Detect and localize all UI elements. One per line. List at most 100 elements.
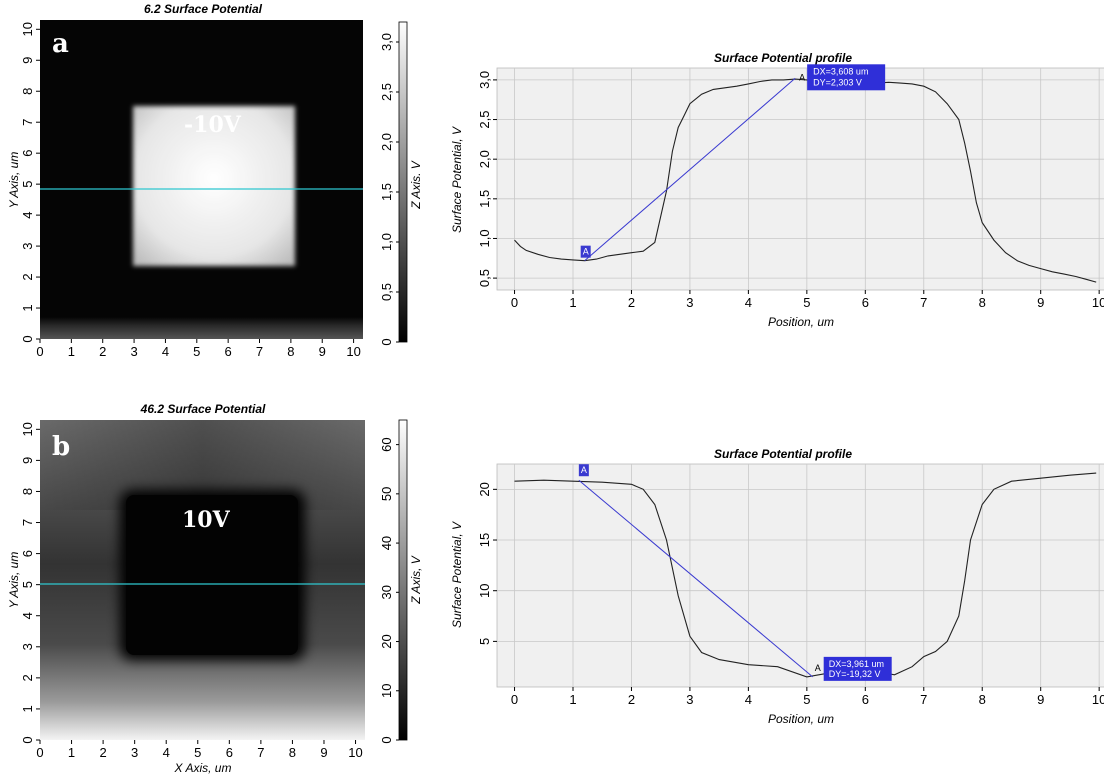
map-x-tick-label: 8	[289, 745, 296, 760]
profile-a-cursor-line	[584, 77, 796, 262]
map-x-tick-label: 4	[162, 344, 169, 359]
map-a-bottom-band	[40, 317, 363, 339]
map-y-tick-label: 6	[20, 550, 35, 557]
x-tick-label: 2	[628, 295, 635, 310]
profile-b-marker-end: A	[815, 663, 821, 673]
map-y-tick-label: 10	[20, 422, 35, 436]
y-tick-label: 20	[477, 482, 492, 496]
profile-a-ylabel: Surface Potential, V	[450, 126, 464, 233]
profile-a-grid	[497, 68, 1104, 290]
profile-b-readout: A DX=3,961 um DY=-19,32 V	[815, 656, 892, 681]
map-b-y-ticks: 0 1 2 3 4 5 6 7 8 9 10	[20, 422, 40, 744]
profile-a-plot-area	[496, 67, 1104, 291]
map-a-ylabel: Y Axis, um	[7, 152, 21, 209]
map-x-tick-label: 8	[287, 344, 294, 359]
map-a-label: -10V	[184, 112, 242, 138]
map-y-tick-label: 9	[20, 457, 35, 464]
map-y-tick-label: 5	[20, 581, 35, 588]
profile-b-y-ticks: 5 10 15 20	[477, 482, 497, 645]
profile-a-panel: Surface Potential profile 0 1 2 3 4 5 6 7 8 9 10 0…	[450, 51, 1104, 329]
colorbar-tick-label: 0	[379, 736, 394, 743]
x-tick-label: 4	[745, 295, 752, 310]
x-tick-label: 10	[1092, 295, 1104, 310]
profile-b-panel: Surface Potential profile 0 1 2 3 4 5 6 7 8 9 10 5…	[450, 447, 1104, 726]
x-tick-label: 3	[686, 692, 693, 707]
map-x-tick-label: 7	[257, 745, 264, 760]
map-x-tick-label: 0	[36, 745, 43, 760]
x-tick-label: 0	[511, 295, 518, 310]
map-x-tick-label: 7	[256, 344, 263, 359]
y-tick-label: 1,0	[477, 229, 492, 247]
map-x-tick-label: 10	[348, 745, 362, 760]
map-x-tick-label: 1	[68, 745, 75, 760]
profile-a-title: Surface Potential profile	[714, 51, 852, 65]
map-x-tick-label: 9	[319, 344, 326, 359]
map-y-tick-label: 1	[20, 304, 35, 311]
y-tick-label: 3,0	[477, 71, 492, 89]
map-y-tick-label: 10	[20, 22, 35, 36]
profile-b-marker-start: A	[578, 464, 589, 477]
x-tick-label: 8	[979, 295, 986, 310]
colorbar-tick-label: 2,0	[379, 133, 394, 151]
map-a-x-ticks: 0 1 2 3 4 5 6 7 8 9 10	[36, 339, 361, 359]
profile-b-cursor-line	[578, 479, 814, 678]
map-b-panel: 46.2 Surface Potential b 10V 0 1 2 3 4 5 6 7 8 9 1…	[7, 402, 423, 775]
colorbar-tick-label: 10	[379, 684, 394, 698]
map-x-tick-label: 5	[193, 344, 200, 359]
profile-b-title: Surface Potential profile	[714, 447, 852, 461]
colorbar-tick-label: 40	[379, 536, 394, 550]
profile-a-dy: DY=2,303 V	[813, 77, 862, 87]
map-b-title: 46.2 Surface Potential	[140, 402, 266, 416]
colorbar-tick-label: 3,0	[379, 33, 394, 51]
map-a-zlabel: Z Axis, V	[409, 160, 420, 210]
y-tick-label: 0,5	[477, 269, 492, 287]
colorbar-tick-label: 60	[379, 437, 394, 451]
map-x-tick-label: 1	[68, 344, 75, 359]
x-tick-label: 3	[686, 295, 693, 310]
x-tick-label: 0	[511, 692, 518, 707]
colorbar-tick-label: 0	[379, 338, 394, 345]
map-b-xlabel: X Axis, um	[174, 761, 232, 775]
x-tick-label: 1	[569, 295, 576, 310]
profile-a-marker-start: A	[580, 245, 591, 258]
map-a-colorbar	[398, 21, 408, 343]
profile-b-grid	[497, 464, 1104, 687]
x-tick-label: 2	[628, 692, 635, 707]
map-x-tick-label: 4	[163, 745, 170, 760]
map-y-tick-label: 2	[20, 674, 35, 681]
map-y-tick-label: 7	[20, 519, 35, 526]
x-tick-label: 4	[745, 692, 752, 707]
x-tick-label: 5	[803, 295, 810, 310]
map-y-tick-label: 3	[20, 242, 35, 249]
x-tick-label: 7	[920, 295, 927, 310]
profile-a-line	[514, 78, 1097, 283]
x-tick-label: 7	[920, 692, 927, 707]
colorbar-tick-label: 1,0	[379, 233, 394, 251]
map-x-tick-label: 10	[346, 344, 360, 359]
colorbar-tick-label: 30	[379, 585, 394, 599]
map-y-tick-label: 2	[20, 273, 35, 280]
y-tick-label: 2,5	[477, 110, 492, 128]
profile-b-dy: DY=-19,32 V	[829, 669, 881, 679]
map-a-letter: a	[52, 29, 69, 59]
profile-b-xlabel: Position, um	[768, 712, 834, 726]
map-x-tick-label: 6	[226, 745, 233, 760]
colorbar-tick-label: 20	[379, 634, 394, 648]
y-tick-label: 15	[477, 533, 492, 547]
colorbar-tick-label: 2,5	[379, 83, 394, 101]
map-b-label: 10V	[182, 507, 231, 533]
map-b-letter: b	[52, 432, 70, 462]
map-a-colorbar-ticks: 0 0,5 1,0 1,5 2,0 2,5 3,0	[379, 33, 399, 346]
map-a-y-ticks: 0 1 2 3 4 5 6 7 8 9 10	[20, 22, 40, 343]
colorbar-tick-label: 0,5	[379, 283, 394, 301]
map-b-colorbar-ticks: 0 10 20 30 40 50 60	[379, 437, 399, 744]
x-tick-label: 1	[569, 692, 576, 707]
map-x-tick-label: 3	[131, 745, 138, 760]
x-tick-label: 8	[979, 692, 986, 707]
profile-b-ylabel: Surface Potential, V	[450, 521, 464, 628]
map-x-tick-label: 2	[99, 745, 106, 760]
map-b-x-ticks: 0 1 2 3 4 5 6 7 8 9 10	[36, 740, 363, 760]
map-b-colorbar	[398, 419, 408, 741]
profile-b-x-ticks: 0 1 2 3 4 5 6 7 8 9 10	[511, 687, 1104, 707]
profile-a-y-ticks: 0,5 1,0 1,5 2,0 2,5 3,0	[477, 71, 497, 287]
